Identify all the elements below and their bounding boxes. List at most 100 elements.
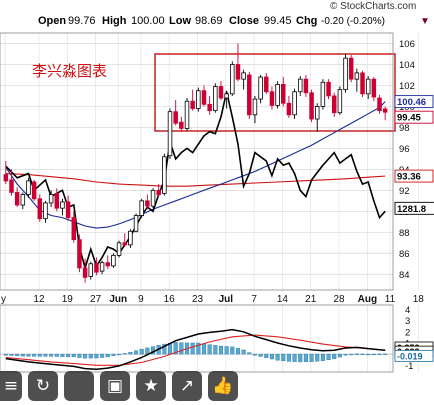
x-tick-label: 19 [62,294,74,305]
candle-body [241,72,246,80]
candle-body [190,100,195,109]
macd-histogram-bar [179,342,184,355]
overlay-value-box [394,201,434,215]
macd-histogram-bar [94,353,99,359]
candle-body [235,64,241,80]
macd-histogram-bar [196,342,201,355]
candle-body [337,89,343,114]
candle [54,188,60,212]
macd-value-box [394,349,434,362]
candle [3,160,9,185]
open-label: Open [38,15,66,27]
y-tick-label: 96 [399,144,410,155]
candle [275,81,280,109]
macd-histogram-bar [173,342,178,355]
x-tick-label: 14 [277,294,289,305]
macd-tick-label: 4 [405,305,410,316]
candle [190,89,195,111]
candle [303,74,309,97]
candle [314,103,320,132]
candle [128,229,133,249]
candle-body [281,84,286,104]
candle [167,108,173,159]
y-tick-label: 92 [399,186,410,197]
candle [360,70,365,97]
macd-histogram-bar [320,353,325,362]
candle [65,195,71,221]
candle-body [20,194,26,206]
candle-body [365,78,371,95]
candle-body [60,201,65,209]
macd-histogram-bar [66,353,71,357]
candle-body [218,86,224,99]
x-tick-label: Aug [358,294,377,305]
candle-body [354,72,360,80]
save-icon[interactable]: ▣ [100,371,130,401]
candle-body [348,57,354,80]
macd-histogram-bar [292,353,297,362]
candle-body [48,194,54,204]
macd-histogram-bar [309,353,314,362]
candle-body [213,86,218,112]
menu-icon[interactable]: ≡ [0,371,22,401]
candle-body [230,64,235,95]
empty-tool-button[interactable] [64,371,94,401]
macd-histogram-bar [190,342,195,355]
candle [218,81,224,101]
x-tick-label: 18 [413,294,425,305]
x-tick-label: 28 [333,294,345,305]
candle-body [173,111,178,124]
price-marker-box [394,110,434,124]
candle [247,71,252,120]
macd-histogram-bar [343,353,348,356]
candle [320,79,326,110]
macd-histogram-bar [366,353,371,356]
candle [122,233,127,247]
x-tick-label: 23 [192,294,204,305]
candle-body [128,230,133,246]
candle-body [331,95,337,114]
candle-body [298,78,303,93]
favorite-icon[interactable]: ★ [136,371,166,401]
moving-average-blue-line [5,101,386,229]
share-icon[interactable]: ↗ [172,371,202,401]
candle-body [179,121,184,129]
candle-body [292,91,297,116]
macd-histogram-bar [213,345,218,355]
candle-body [111,254,116,267]
chart-toolbar: ≡ ↻ ▣ ★ ↗ 👍 [0,367,434,405]
x-tick-label: 12 [33,294,45,305]
candle [139,198,144,218]
candle-body [314,106,320,120]
macd-line [5,328,386,370]
candle [213,83,218,113]
candle-body [82,267,88,278]
candle-body [65,201,71,219]
macd-histogram-bar [286,353,291,362]
macd-histogram-bar [247,352,252,355]
candle [343,53,348,93]
candle [9,169,14,196]
candle [331,92,337,117]
candle-body [26,180,31,195]
x-tick-label: 7 [251,294,257,305]
candle [156,184,161,197]
candle [309,89,314,123]
refresh-icon[interactable]: ↻ [28,371,58,401]
macd-histogram-bar [54,353,59,357]
candle-body [14,192,20,206]
macd-histogram-bar [298,353,303,363]
candle-body [382,108,388,113]
like-icon[interactable]: 👍 [208,371,238,401]
macd-histogram-bar [207,344,212,355]
candle-body [286,102,292,116]
candle [162,153,167,196]
macd-histogram-bar [100,353,105,358]
price-panel-frame [0,32,394,291]
macd-histogram-bar [241,349,246,355]
macd-histogram-bar [117,353,122,356]
candle-body [303,78,309,94]
y-tick-label: 104 [399,60,415,71]
macd-histogram-bar [77,353,82,358]
candle [241,69,246,90]
